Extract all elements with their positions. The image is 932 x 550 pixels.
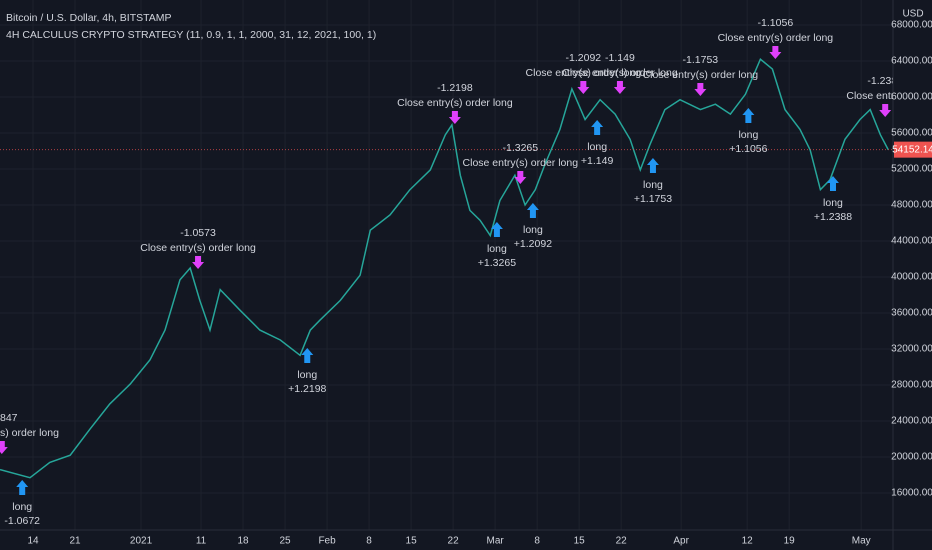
- x-tick-label: 8: [366, 536, 372, 547]
- entry-text: long: [487, 243, 507, 255]
- exit-arrow: [613, 81, 626, 95]
- exit-result: -1.2388: [867, 75, 903, 87]
- entry-result: -1.0672: [4, 515, 40, 527]
- entry-text: long: [12, 501, 32, 513]
- y-tick-label: 32000.00: [891, 344, 932, 355]
- entry-text: long: [643, 179, 663, 191]
- exit-arrow: [514, 171, 527, 185]
- y-tick-label: 44000.00: [891, 236, 932, 247]
- exit-result: -1.3265: [503, 142, 539, 154]
- x-tick-label: May: [852, 536, 871, 547]
- x-tick-label: Apr: [673, 536, 689, 547]
- x-tick-label: 2021: [130, 536, 153, 547]
- y-tick-label: 20000.00: [891, 452, 932, 463]
- entry-result: +1.2198: [288, 383, 326, 395]
- exit-text: Close entry(s) order long: [463, 157, 579, 169]
- exit-arrow: [192, 255, 205, 269]
- exit-result: -1.149: [605, 52, 635, 64]
- exit-result: -1.2198: [437, 82, 473, 94]
- y-tick-label: 56000.00: [891, 128, 932, 139]
- entry-result: +1.1056: [729, 143, 767, 155]
- x-tick-label: 19: [784, 536, 796, 547]
- entry-text: long: [523, 224, 543, 236]
- x-tick-label: 25: [280, 536, 292, 547]
- x-tick-label: 15: [574, 536, 586, 547]
- entry-text: long: [587, 141, 607, 153]
- y-tick-label: 16000.00: [891, 488, 932, 499]
- y-tick-label: 40000.00: [891, 272, 932, 283]
- entry-arrow: [591, 120, 604, 136]
- x-tick-label: 11: [196, 536, 207, 547]
- last-price-box: [894, 141, 932, 158]
- x-tick-label: 14: [27, 536, 39, 547]
- y-tick-label: 36000.00: [891, 308, 932, 319]
- exit-result: -1.0573: [180, 227, 216, 239]
- entry-text: long: [738, 129, 758, 141]
- axes: 16000.00 20000.00 24000.00 28000.00 32000.00…: [27, 20, 932, 547]
- exit-text: Close entry(s) order long: [643, 69, 759, 81]
- x-tick-label: 12: [742, 536, 754, 547]
- x-tick-label: 21: [69, 536, 81, 547]
- entry-text: long: [297, 369, 317, 381]
- x-tick-label: 18: [237, 536, 249, 547]
- x-tick-label: Mar: [486, 536, 504, 547]
- x-tick-label: 8: [534, 536, 540, 547]
- entry-arrow: [826, 176, 839, 192]
- exit-arrow: [577, 81, 590, 95]
- x-tick-label: 22: [616, 536, 628, 547]
- exit-text: Close entry(s) order long: [397, 97, 513, 109]
- y-tick-label: 48000.00: [891, 200, 932, 211]
- exit-result: 847: [0, 412, 18, 424]
- entry-arrow: [16, 480, 29, 496]
- entry-text: long: [823, 197, 843, 209]
- last-price-label: 54152.14: [892, 144, 932, 155]
- y-tick-label: 24000.00: [891, 416, 932, 427]
- y-tick-label: 52000.00: [891, 164, 932, 175]
- exit-arrow: [0, 441, 8, 455]
- exit-arrow: [769, 46, 782, 60]
- exit-text: s) order long: [0, 427, 59, 439]
- y-tick-label: 28000.00: [891, 380, 932, 391]
- exit-arrow: [879, 103, 892, 117]
- strategy-label: 4H CALCULUS CRYPTO STRATEGY (11, 0.9, 1,…: [6, 29, 376, 41]
- axis-unit: USD: [902, 9, 923, 20]
- y-tick-label: 64000.00: [891, 56, 932, 67]
- exit-arrow: [448, 111, 461, 125]
- plot-area: 847 s) order long -1.0573 Close entry(s) or…: [0, 17, 924, 527]
- chart-title: Bitcoin / U.S. Dollar, 4h, BITSTAMP: [6, 12, 172, 24]
- entry-arrow: [490, 222, 503, 238]
- x-tick-label: 22: [448, 536, 460, 547]
- exit-result: -1.1056: [758, 17, 794, 29]
- price-line: [0, 57, 889, 479]
- exit-result: -1.2092: [566, 52, 602, 64]
- y-tick-label: 68000.00: [891, 20, 932, 31]
- exit-result: -1.1753: [683, 54, 719, 66]
- exit-text: Close entry(s) order long: [562, 67, 678, 79]
- entry-arrow: [526, 203, 539, 219]
- entry-result: +1.1753: [634, 193, 672, 205]
- exit-text: Close entry(s) order long: [140, 242, 256, 254]
- exit-text: Close entry(s) order long: [718, 32, 834, 44]
- y-tick-label: 60000.00: [891, 92, 932, 103]
- entry-result: +1.149: [581, 155, 614, 167]
- entry-arrow: [742, 107, 755, 123]
- entry-result: +1.2092: [514, 238, 552, 250]
- x-tick-label: Feb: [318, 536, 336, 547]
- exit-text: Close entry(s) order long: [526, 67, 642, 79]
- x-tick-label: 15: [406, 536, 418, 547]
- entry-arrow: [646, 158, 659, 174]
- exit-text: Close entry(s) or: [846, 90, 924, 102]
- entry-result: +1.3265: [478, 257, 516, 269]
- entry-arrow: [301, 348, 314, 364]
- exit-arrow: [694, 83, 707, 97]
- entry-result: +1.2388: [814, 211, 852, 223]
